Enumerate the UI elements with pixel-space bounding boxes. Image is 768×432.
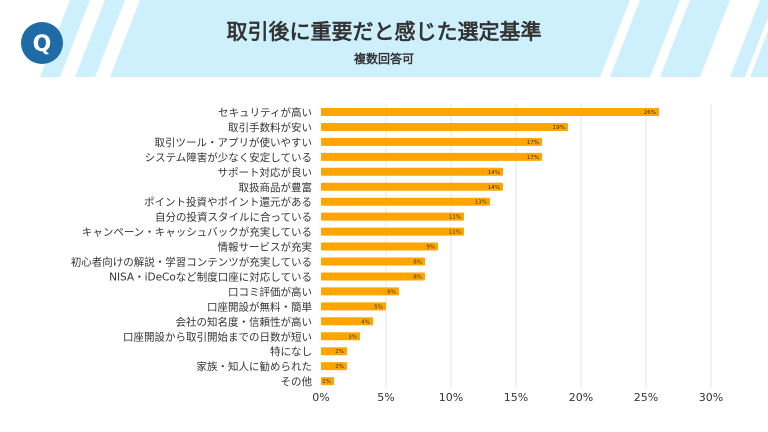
data-label: 14%: [488, 185, 500, 191]
data-label: 17%: [527, 155, 539, 161]
stripe: [750, 30, 768, 77]
data-label: 19%: [553, 125, 565, 131]
data-label: 11%: [449, 230, 461, 236]
category-label: システム障害が少なく安定している: [145, 151, 312, 164]
data-label: 17%: [527, 140, 539, 146]
stripe: [610, 0, 680, 77]
bar: [321, 182, 503, 191]
data-label: 2%: [335, 364, 344, 370]
bar: [321, 332, 360, 341]
chart-subtitle: 複数回答可: [353, 52, 414, 66]
bar: [321, 108, 659, 116]
category-label: 取引ツール・アプリが使いやすい: [155, 136, 313, 149]
bar: [321, 197, 490, 206]
data-label: 13%: [475, 200, 487, 206]
category-label: ポイント投資やポイント還元がある: [144, 196, 312, 209]
x-tick-label: 30%: [699, 391, 723, 404]
data-label: 26%: [644, 110, 656, 116]
bar: [321, 287, 399, 296]
stripe: [150, 0, 630, 77]
category-label: 特になし: [270, 346, 312, 358]
data-label: 6%: [387, 289, 396, 295]
bar: [321, 212, 464, 221]
x-tick-label: 25%: [634, 391, 658, 404]
data-label: 8%: [413, 274, 422, 280]
stripe: [110, 0, 190, 77]
bar: [321, 377, 334, 386]
category-label: NISA・iDeCoなど制度口座に対応している: [109, 270, 312, 283]
bar: [321, 167, 503, 176]
q-logo-icon: [21, 22, 63, 64]
bar: [321, 317, 373, 326]
x-tick-label: 5%: [377, 391, 394, 404]
category-label: その他: [281, 375, 313, 388]
bar: [321, 362, 347, 371]
bar: [321, 257, 425, 266]
stripe: [730, 0, 768, 77]
bar: [321, 302, 386, 311]
data-label: 4%: [361, 319, 370, 325]
stripe: [660, 0, 730, 77]
bar: [321, 272, 425, 281]
header-stripes: [40, 0, 768, 77]
bar: [321, 137, 542, 146]
data-label: 11%: [449, 215, 461, 221]
data-label: 2%: [335, 349, 344, 355]
category-label: 口座開設から取引開始までの日数が短い: [123, 330, 312, 343]
data-label: 5%: [374, 304, 383, 310]
category-label: 口座開設が無料・簡単: [207, 300, 312, 313]
data-label: 1%: [322, 379, 331, 385]
category-label: 情報サービスが充実: [218, 241, 313, 254]
x-tick-label: 20%: [569, 391, 593, 404]
category-label: 取引手数料が安い: [228, 121, 312, 134]
q-logo-letter: Q: [33, 32, 52, 57]
data-label: 8%: [413, 260, 422, 266]
chart-title: 取引後に重要だと感じた選定基準: [226, 20, 542, 44]
category-label: 自分の投資スタイルに合っている: [155, 211, 312, 224]
category-label: サポート対応が良い: [218, 166, 313, 179]
category-label: セキュリティが高い: [218, 106, 312, 119]
data-label: 3%: [348, 334, 357, 340]
category-label: 取扱商品が豊富: [239, 181, 313, 194]
x-tick-label: 0%: [312, 391, 329, 404]
bar: [321, 242, 438, 251]
bar: [321, 347, 347, 356]
bar: [321, 122, 568, 131]
x-tick-label: 15%: [504, 391, 528, 404]
data-label: 14%: [488, 170, 500, 176]
data-label: 9%: [426, 245, 435, 251]
bar: [321, 152, 542, 161]
category-label: キャンペーン・キャッシュバックが充実している: [82, 226, 312, 239]
stripe: [75, 0, 125, 77]
header-banner: Q: [0, 0, 768, 77]
category-label: 家族・知人に勧められた: [197, 360, 313, 373]
category-label: 初心者向けの解説・学習コンテンツが充実している: [71, 256, 312, 269]
x-tick-label: 10%: [439, 391, 463, 404]
category-label: 口コミ評価が高い: [228, 285, 312, 298]
category-label: 会社の知名度・信頼性が高い: [176, 315, 313, 328]
bar: [321, 227, 464, 236]
